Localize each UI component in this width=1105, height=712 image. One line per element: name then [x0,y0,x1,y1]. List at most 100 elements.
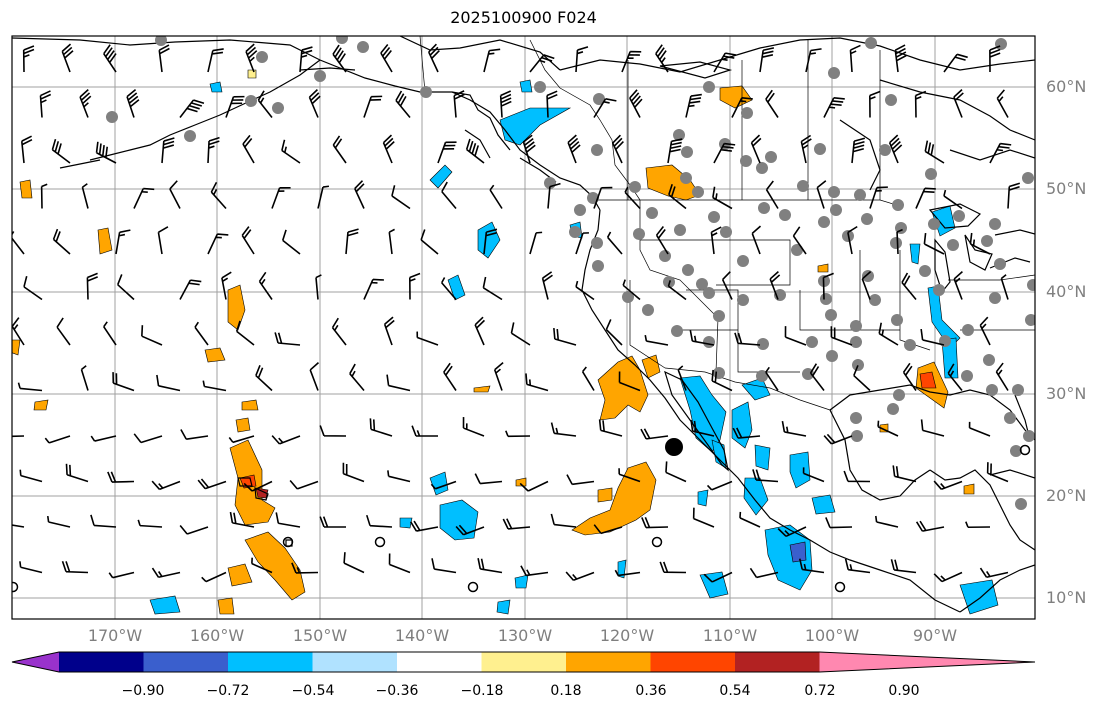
wind-barb [575,46,589,73]
wind-barb [158,44,170,73]
wind-barb [522,134,536,164]
wind-barb [888,134,903,164]
shaded-field [12,69,999,615]
wind-barb [365,514,393,528]
wind-barb [547,182,561,209]
wind-barb [901,272,917,301]
wind-barb [180,429,209,440]
map-panel [12,36,1035,619]
wind-barb [575,232,589,255]
wind-barb [892,465,917,483]
wind-barb [799,558,825,574]
wind-barb [896,228,903,255]
wind-barb [257,90,273,118]
wind-barb [221,271,232,300]
wind-barb [80,365,89,391]
wind-barb [830,326,853,346]
wind-barb [383,316,395,346]
wind-barbs [12,43,1021,583]
wind-barb [44,435,71,444]
wind-barb [505,430,531,438]
wind-barb [792,226,807,255]
wind-barb [890,559,917,574]
wind-barb [179,524,209,535]
wind-barb [800,134,812,164]
wind-barb [12,524,25,528]
wind-barb [943,189,963,210]
wind-barb [644,335,669,346]
wind-barb [242,134,255,164]
wind-barb [61,43,74,73]
lat-label-20n: 20°N [1046,486,1087,505]
wind-barb [19,469,43,483]
wind-barb [947,363,963,392]
lat-label-60n: 60°N [1046,77,1087,96]
wind-barb [713,52,737,73]
colorbar-segment [143,652,229,672]
wind-barb [380,43,393,73]
wind-barb [668,184,687,210]
wind-barb [207,233,229,255]
wind-barb [225,95,245,118]
wind-barb [308,89,321,118]
wind-barb [332,135,347,164]
wind-barb [553,328,577,346]
wind-barb [281,139,301,164]
wind-barb [752,469,779,483]
wind-barb [989,142,1012,164]
wind-barb [969,232,991,255]
wind-barb [169,180,181,209]
wind-barb [39,90,52,118]
wind-barb [598,419,623,437]
lon-label-140w: 140°W [394,626,450,645]
wind-barb [565,571,595,581]
lon-label-130w: 130°W [497,626,553,645]
wind-barb [825,517,853,529]
wind-barb [711,369,733,392]
wind-barb [979,316,991,346]
wind-barb [391,185,411,210]
wind-barb [441,181,457,210]
lon-label-100w: 100°W [804,626,860,645]
wind-barb [703,571,733,583]
wind-barb [550,513,577,528]
wind-barb [427,43,440,73]
wind-barb [731,97,753,118]
wind-barb [665,461,687,483]
wind-barb [482,276,503,301]
colorbar [11,651,1036,673]
wind-barb [541,271,553,300]
wind-barb [629,89,643,118]
wind-barb [317,185,330,209]
wind-barb [51,138,71,164]
wind-barb [65,463,89,483]
wind-barb [759,47,775,73]
colorbar-tick-label: 0.72 [804,683,836,699]
wind-barb [157,226,169,255]
wind-barb [251,557,273,574]
wind-barb [179,279,202,300]
wind-barb [920,328,945,346]
wind-barb [933,480,963,491]
wind-barb [640,428,669,440]
wind-barb [235,320,255,346]
colorbar-segment [59,652,144,672]
wind-barb [567,134,581,164]
colorbar-tick-label: −0.18 [460,683,504,699]
wind-barb [915,187,936,209]
colorbar-segment [650,652,736,672]
wind-barb [953,89,964,118]
wind-barb [618,468,641,483]
wind-barb [201,571,227,583]
wind-barb [56,317,71,346]
wind-barb [923,232,945,255]
wind-barb [765,180,779,209]
lat-label-40n: 40°N [1046,282,1087,301]
wind-barb [86,272,98,300]
wind-barb [612,134,624,164]
wind-barb [489,184,503,209]
wind-barb [550,422,577,437]
wind-barb [40,183,48,209]
wind-barb [809,363,825,391]
wind-barb [920,419,945,437]
